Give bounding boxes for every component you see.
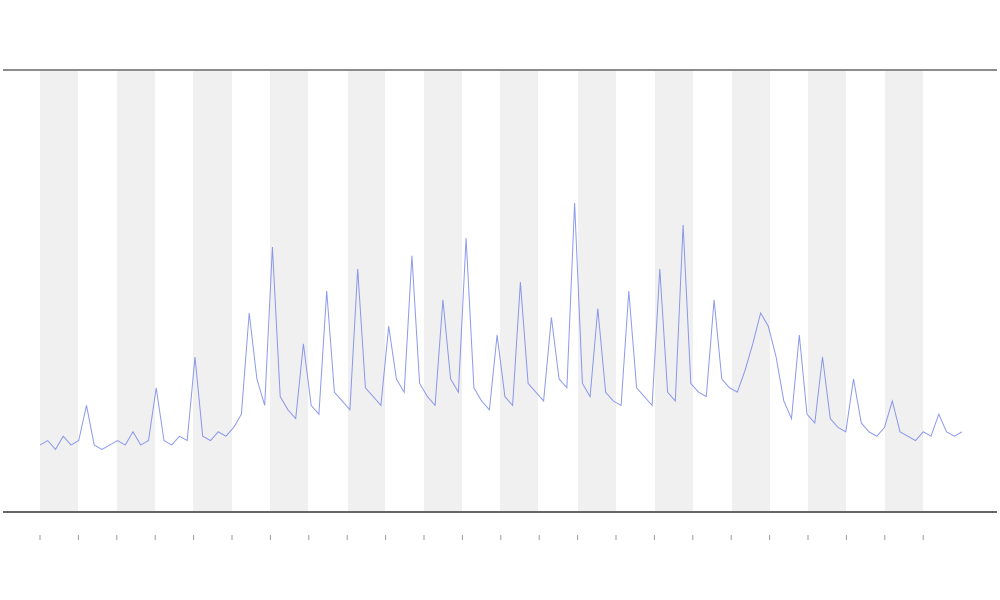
- band: [808, 71, 846, 511]
- band: [40, 71, 78, 511]
- band: [193, 71, 232, 511]
- day-bands: [40, 71, 923, 511]
- band: [348, 71, 385, 511]
- band: [117, 71, 155, 511]
- x-ticks: [39, 535, 924, 540]
- band: [885, 71, 923, 511]
- band: [424, 71, 462, 511]
- band: [500, 71, 538, 511]
- data-line: [39, 202, 963, 451]
- band: [578, 71, 616, 511]
- band: [270, 71, 308, 511]
- band: [732, 71, 770, 511]
